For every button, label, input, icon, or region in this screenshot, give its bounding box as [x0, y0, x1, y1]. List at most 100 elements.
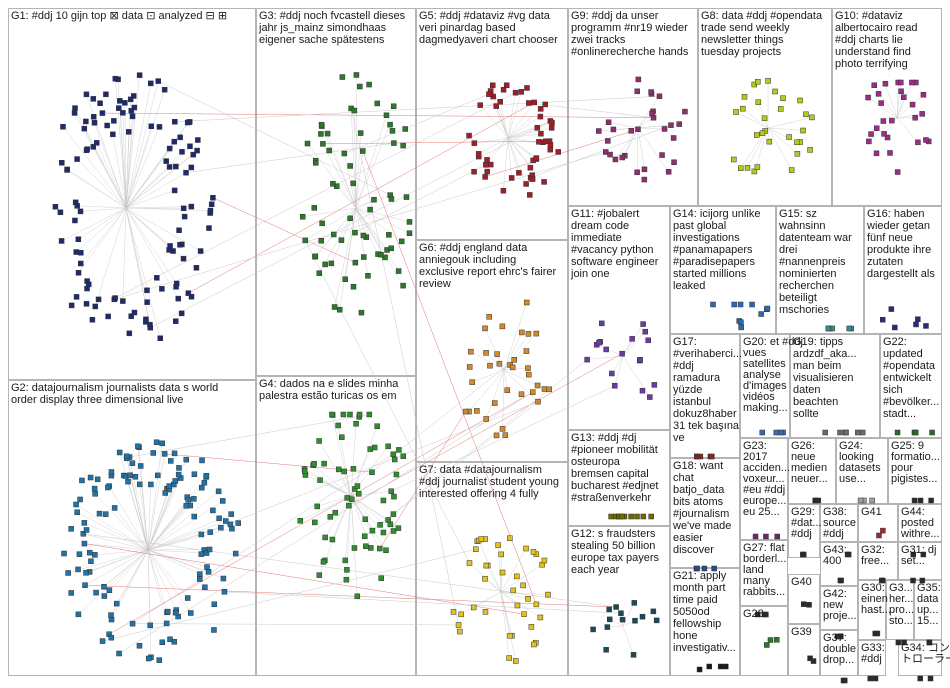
- node-g3: [341, 150, 348, 157]
- node-g26: [812, 497, 818, 504]
- edge: [147, 484, 152, 551]
- group-label-g18: we've made: [672, 520, 731, 532]
- edge: [503, 367, 528, 371]
- node-g8: [772, 88, 778, 95]
- node-g5: [529, 176, 535, 182]
- node-g1: [144, 287, 150, 294]
- node-g11: [612, 382, 618, 389]
- node-g1: [185, 290, 192, 296]
- node-g2: [155, 472, 161, 479]
- node-g40: [806, 602, 812, 608]
- edge: [896, 117, 919, 143]
- node-g4: [340, 411, 347, 418]
- group-label-g2: G2: datajournalism journalists data s wo…: [11, 382, 218, 394]
- node-g3: [365, 272, 371, 279]
- node-g6: [529, 389, 536, 395]
- node-g3: [347, 163, 353, 169]
- node-g5: [531, 99, 537, 106]
- group-label-g13: bremsen capital: [571, 468, 649, 480]
- edge-inter: [114, 151, 606, 300]
- edge: [885, 83, 898, 119]
- edge: [624, 127, 639, 156]
- node-g2: [111, 505, 118, 511]
- edge: [80, 207, 127, 212]
- node-g13: [634, 513, 640, 520]
- node-g4: [393, 471, 400, 478]
- edge: [302, 207, 357, 217]
- node-g7: [507, 535, 513, 541]
- node-g5: [484, 157, 490, 163]
- edge: [355, 151, 363, 209]
- node-g6: [525, 331, 532, 337]
- edge: [637, 127, 645, 170]
- node-g34: [917, 675, 923, 682]
- node-g3: [302, 237, 309, 244]
- node-g8: [780, 95, 786, 101]
- group-label-g18: easier: [673, 532, 703, 544]
- node-g2: [101, 583, 107, 590]
- node-g2: [116, 650, 122, 657]
- node-g10: [894, 169, 901, 175]
- node-g1: [208, 201, 215, 207]
- node-g1: [52, 204, 59, 210]
- node-g2: [203, 550, 210, 556]
- group-box-g24: [836, 438, 888, 504]
- group-box-g22: [880, 334, 942, 438]
- node-g20: [759, 429, 765, 436]
- node-g4: [378, 575, 384, 581]
- node-g6: [496, 360, 503, 367]
- edge-inter: [528, 102, 654, 118]
- group-label-g19: beachten: [793, 396, 838, 408]
- node-g10: [912, 114, 918, 121]
- node-g2: [108, 612, 114, 618]
- node-g2: [215, 488, 222, 495]
- node-g5: [536, 139, 542, 145]
- group-label-g6: exclusive report ehrc's fairer: [419, 266, 557, 278]
- group-label-g9: #onlinerecherche hands: [571, 46, 689, 58]
- edge: [500, 591, 513, 636]
- node-g7: [482, 609, 489, 615]
- node-g7: [525, 596, 531, 602]
- edge: [507, 92, 516, 139]
- edge-inter: [348, 353, 623, 506]
- node-g27: [763, 611, 769, 618]
- node-g2: [75, 611, 82, 618]
- edge: [147, 549, 188, 599]
- group-label-g23: acciden...: [743, 462, 790, 474]
- node-g1: [195, 137, 201, 143]
- group-box-g17: [670, 334, 740, 458]
- node-g2: [108, 469, 115, 475]
- node-g2: [108, 634, 115, 641]
- edge-inter: [485, 129, 639, 178]
- node-g3: [318, 121, 325, 128]
- node-g2: [159, 639, 165, 646]
- node-g2: [198, 531, 205, 538]
- node-g4: [380, 497, 387, 504]
- group-label-g27: many: [743, 575, 770, 587]
- node-g10: [880, 118, 887, 124]
- group-label-g32: free...: [861, 555, 889, 567]
- node-g1: [120, 110, 126, 116]
- node-g6: [526, 371, 532, 378]
- node-g3: [388, 245, 394, 252]
- node-g1: [136, 72, 143, 78]
- group-label-g23: voxeur...: [743, 473, 785, 485]
- node-g11: [596, 339, 602, 346]
- node-g1: [126, 129, 132, 135]
- node-g1: [148, 80, 154, 87]
- edge-inter: [129, 414, 370, 458]
- node-g8: [759, 130, 766, 136]
- node-g1: [180, 255, 187, 262]
- edge: [507, 116, 541, 139]
- node-g1: [173, 280, 180, 287]
- group-label-g21: 5050od: [673, 606, 710, 618]
- edge: [355, 207, 379, 255]
- node-g5: [533, 155, 540, 161]
- node-g10: [920, 92, 927, 98]
- node-g7: [466, 560, 473, 566]
- node-g1: [60, 124, 66, 130]
- edge: [96, 142, 127, 209]
- node-g1: [75, 270, 82, 276]
- node-g5: [500, 86, 507, 93]
- node-g2: [201, 479, 208, 486]
